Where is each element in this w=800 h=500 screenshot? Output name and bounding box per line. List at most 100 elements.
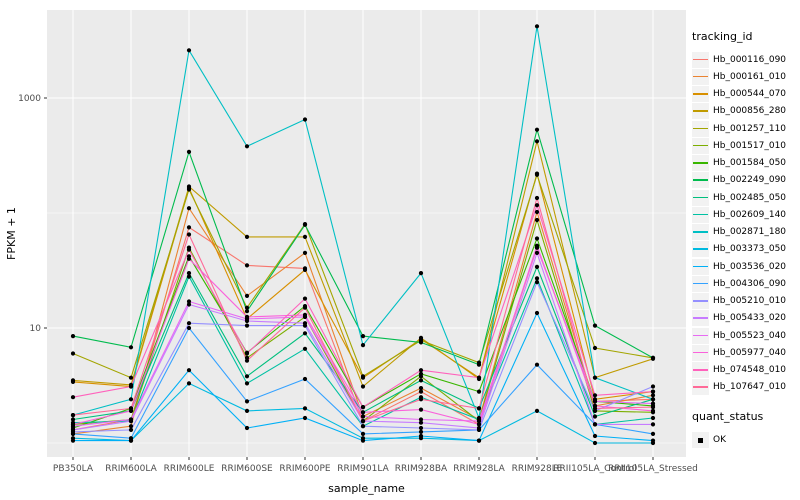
data-point[interactable] (186, 321, 192, 326)
data-point[interactable] (128, 424, 134, 429)
data-point[interactable] (360, 343, 366, 348)
data-point[interactable] (534, 195, 540, 201)
data-point[interactable] (244, 293, 250, 298)
data-point[interactable] (650, 438, 656, 443)
data-point[interactable] (592, 323, 598, 328)
data-point[interactable] (476, 375, 482, 380)
data-point[interactable] (534, 139, 540, 144)
data-point[interactable] (360, 374, 366, 379)
data-point[interactable] (418, 420, 424, 425)
data-point[interactable] (302, 415, 308, 421)
data-point[interactable] (128, 375, 134, 380)
data-point[interactable] (418, 397, 424, 402)
data-point[interactable] (186, 247, 192, 252)
data-point[interactable] (302, 321, 308, 326)
data-point[interactable] (418, 407, 424, 412)
data-point[interactable] (244, 309, 250, 314)
data-point[interactable] (244, 425, 250, 431)
data-point[interactable] (360, 384, 366, 389)
data-point[interactable] (70, 351, 76, 356)
data-point[interactable] (186, 274, 192, 279)
data-point[interactable] (244, 144, 250, 149)
data-point[interactable] (360, 405, 366, 410)
data-point[interactable] (534, 217, 540, 223)
data-point[interactable] (186, 302, 192, 307)
data-point[interactable] (534, 250, 540, 255)
data-point[interactable] (186, 271, 192, 276)
data-point[interactable] (244, 381, 250, 386)
data-point[interactable] (650, 405, 656, 410)
data-point[interactable] (650, 408, 656, 413)
data-point[interactable] (244, 408, 250, 413)
data-point[interactable] (244, 305, 250, 310)
data-point[interactable] (418, 417, 424, 422)
data-point[interactable] (534, 264, 540, 269)
data-point[interactable] (186, 381, 192, 386)
data-point[interactable] (360, 438, 366, 443)
data-point[interactable] (534, 243, 540, 248)
data-point[interactable] (302, 267, 308, 272)
data-point[interactable] (650, 393, 656, 398)
data-point[interactable] (476, 389, 482, 394)
data-point[interactable] (592, 375, 598, 380)
data-point[interactable] (128, 397, 134, 402)
data-point[interactable] (476, 406, 482, 411)
data-point[interactable] (534, 362, 540, 367)
data-point[interactable] (302, 376, 308, 382)
data-point[interactable] (186, 368, 192, 373)
data-point[interactable] (302, 117, 308, 122)
data-point[interactable] (302, 250, 308, 255)
data-point[interactable] (650, 415, 656, 421)
data-point[interactable] (534, 172, 540, 177)
data-point[interactable] (302, 222, 308, 227)
data-point[interactable] (302, 305, 308, 310)
data-point[interactable] (534, 276, 540, 281)
data-point[interactable] (534, 24, 540, 29)
data-point[interactable] (70, 334, 76, 339)
data-point[interactable] (186, 299, 192, 304)
data-point[interactable] (244, 323, 250, 328)
data-point[interactable] (418, 433, 424, 439)
data-point[interactable] (650, 422, 656, 427)
data-point[interactable] (186, 206, 192, 211)
data-point[interactable] (244, 374, 250, 379)
data-point[interactable] (592, 393, 598, 398)
data-point[interactable] (128, 384, 134, 389)
data-point[interactable] (418, 425, 424, 431)
data-point[interactable] (360, 414, 366, 419)
data-point[interactable] (128, 345, 134, 350)
data-point[interactable] (244, 263, 250, 268)
data-point[interactable] (70, 422, 76, 427)
data-point[interactable] (186, 184, 192, 189)
data-point[interactable] (418, 386, 424, 391)
data-point[interactable] (476, 362, 482, 367)
data-point[interactable] (70, 378, 76, 383)
data-point[interactable] (534, 408, 540, 413)
data-point[interactable] (360, 419, 366, 424)
data-point[interactable] (128, 436, 134, 441)
data-point[interactable] (186, 187, 192, 192)
data-point[interactable] (418, 389, 424, 394)
data-point[interactable] (244, 234, 250, 239)
data-point[interactable] (186, 48, 192, 53)
data-point[interactable] (650, 431, 656, 436)
data-point[interactable] (186, 232, 192, 237)
data-point[interactable] (244, 351, 250, 356)
data-point[interactable] (186, 225, 192, 230)
data-point[interactable] (186, 149, 192, 154)
data-point[interactable] (650, 401, 656, 406)
data-point[interactable] (592, 406, 598, 411)
data-point[interactable] (418, 271, 424, 276)
data-point[interactable] (650, 355, 656, 360)
data-point[interactable] (476, 419, 482, 424)
data-point[interactable] (244, 314, 250, 319)
data-point[interactable] (418, 340, 424, 345)
data-point[interactable] (70, 438, 76, 443)
data-point[interactable] (244, 358, 250, 363)
data-point[interactable] (650, 389, 656, 394)
data-point[interactable] (70, 427, 76, 432)
data-point[interactable] (592, 440, 598, 446)
data-point[interactable] (244, 399, 250, 404)
data-point[interactable] (70, 395, 76, 400)
data-point[interactable] (186, 256, 192, 261)
